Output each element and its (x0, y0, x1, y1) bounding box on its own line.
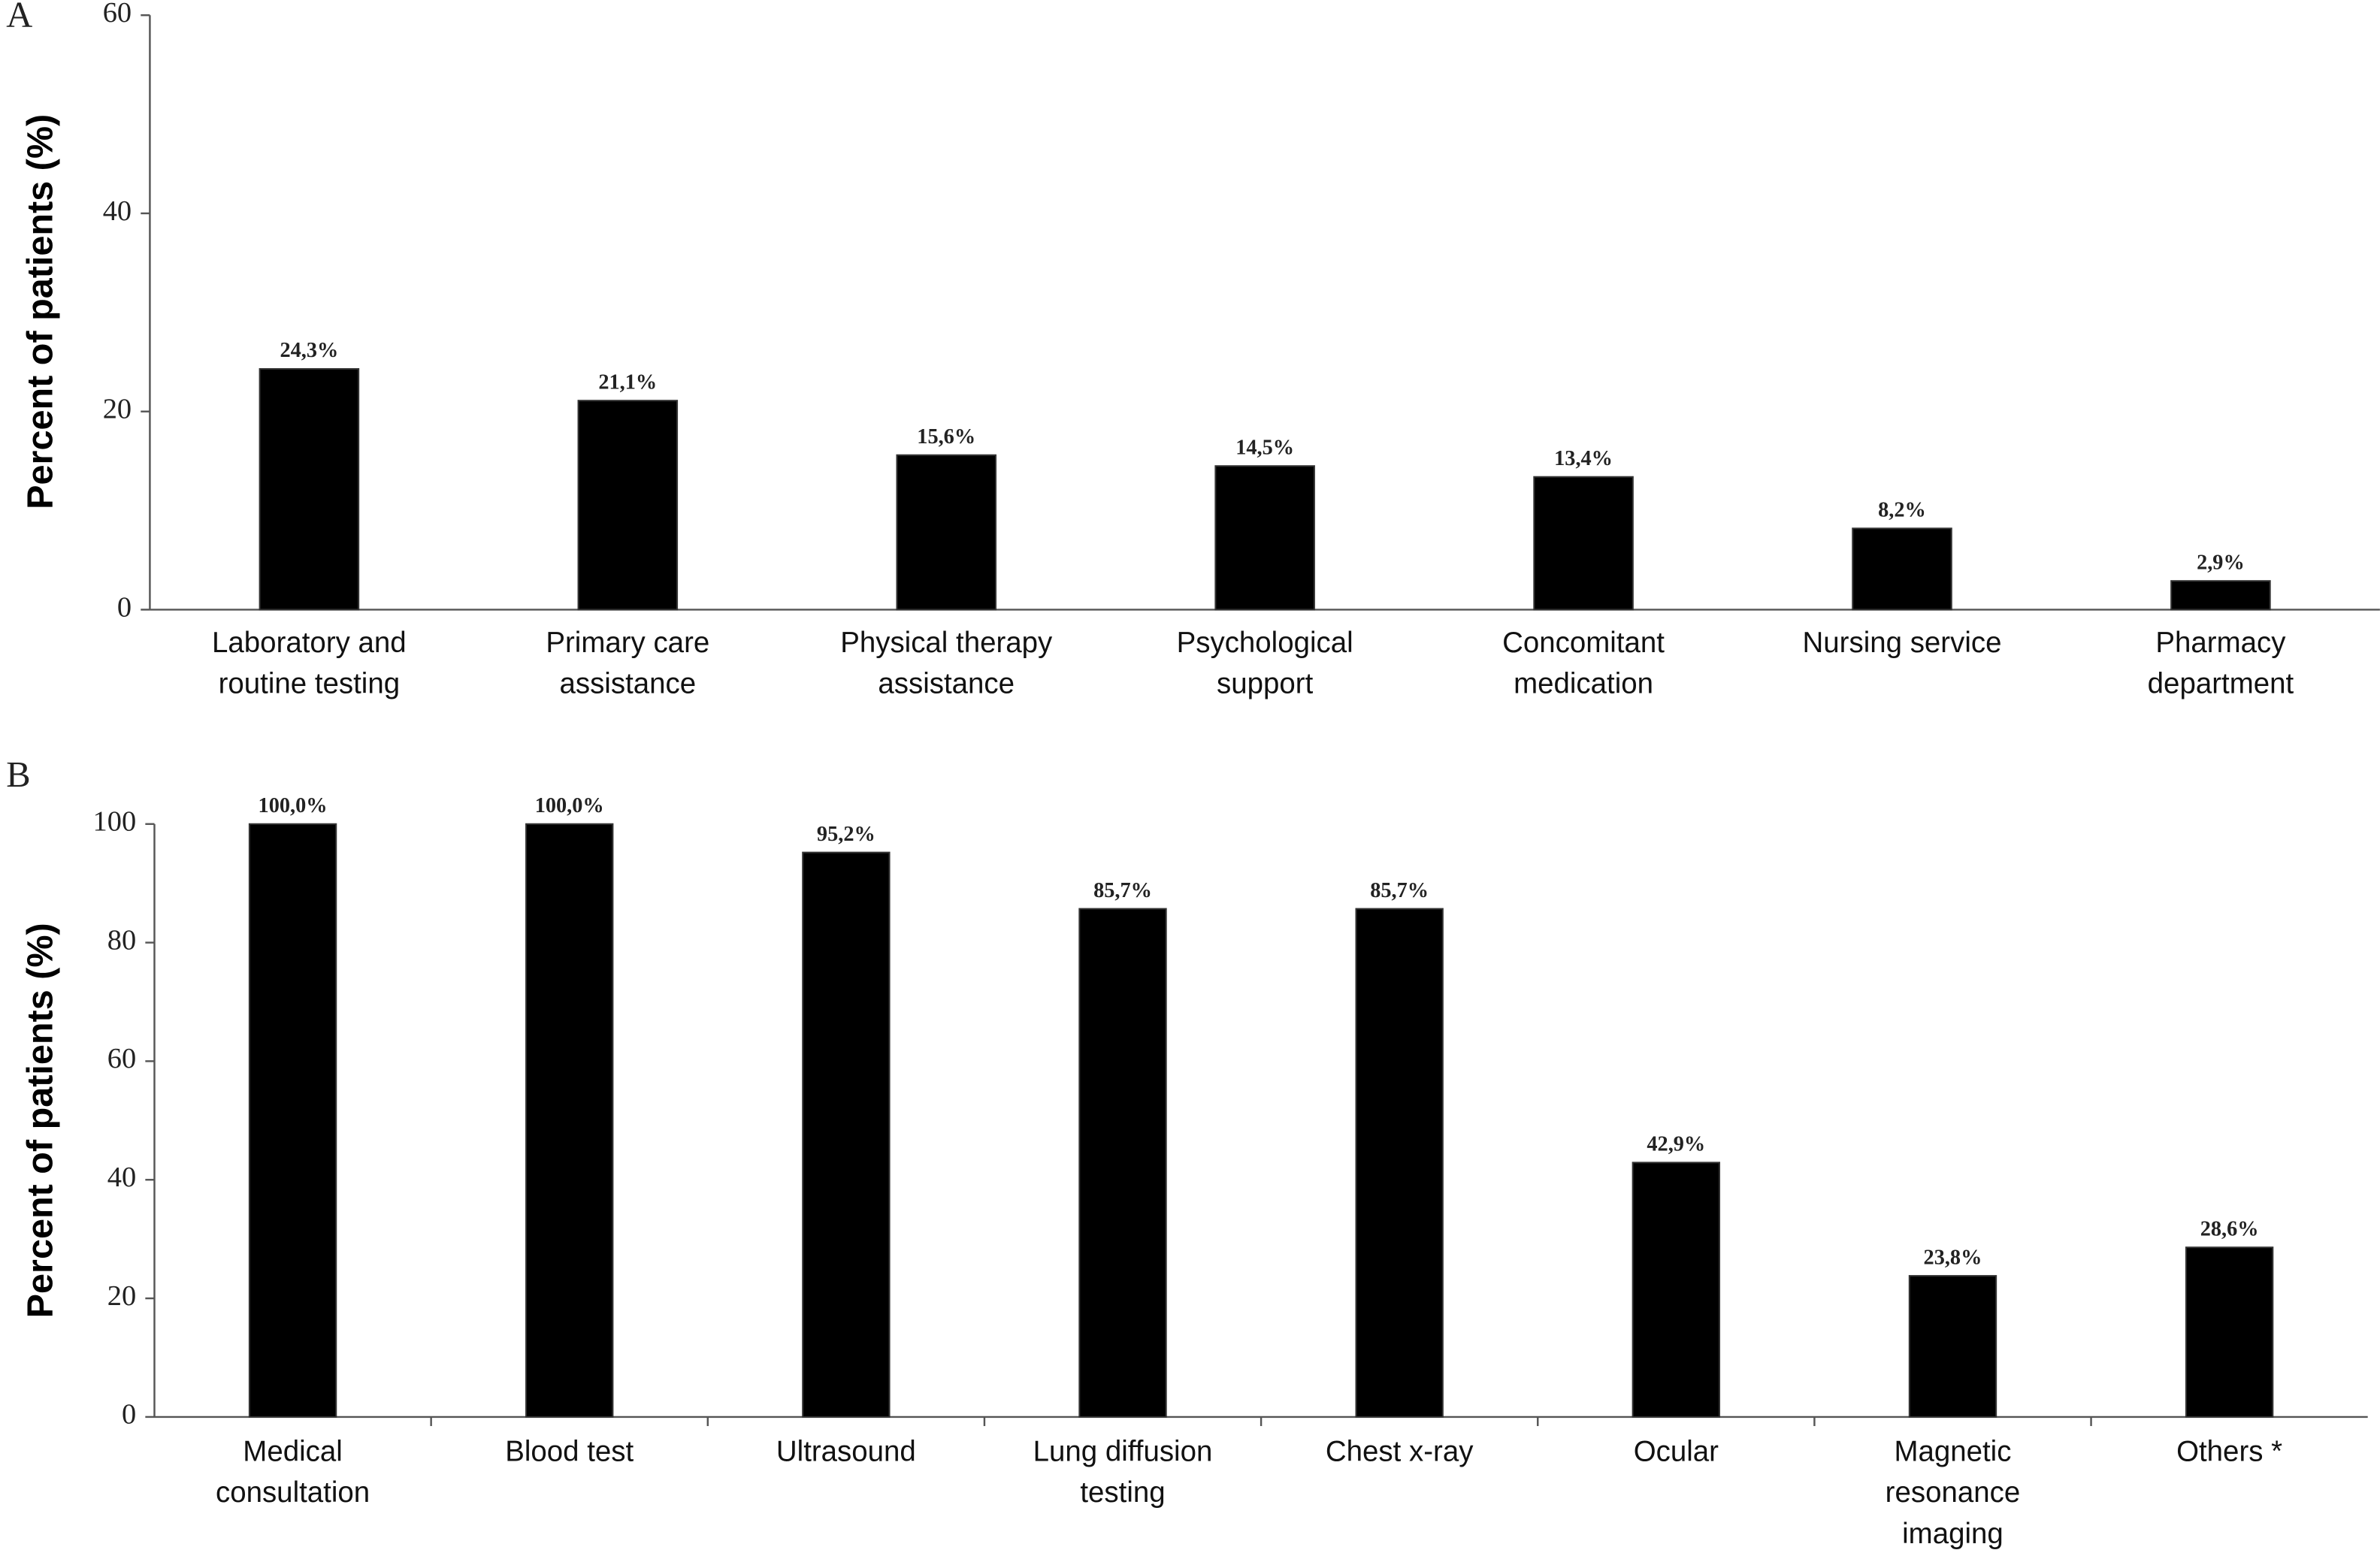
x-tick-label: Psychological support (1176, 627, 1353, 701)
value-label: 15,6% (917, 425, 975, 449)
x-tick-label-box: Lung diffusion testing (1033, 1437, 1213, 1510)
x-tick-label: Concomitant medication (1502, 627, 1665, 701)
x-tick-label-box: Psychological support (1176, 627, 1353, 701)
bar (1214, 465, 1315, 611)
bar (248, 823, 337, 1418)
x-tick-label-box: Primary care assistance (546, 627, 710, 701)
value-label: 100,0% (259, 794, 328, 817)
y-tick-label: 60 (103, 0, 132, 29)
y-tick-label: 20 (103, 394, 132, 425)
value-label: 13,4% (1554, 447, 1613, 470)
x-tick-label: Nursing service (1802, 627, 2002, 660)
y-tick-label: 40 (107, 1162, 136, 1193)
bar (896, 454, 997, 611)
x-tick-label-box: Laboratory and routine testing (212, 627, 407, 701)
value-label: 23,8% (1924, 1246, 1982, 1269)
value-label: 24,3% (280, 339, 338, 362)
y-tick-label: 80 (107, 924, 136, 956)
x-tick-label-box: Ocular (1633, 1437, 1719, 1469)
x-tick-label: Ultrasound (776, 1437, 916, 1469)
bar (525, 823, 614, 1418)
x-tick-label-box: Chest x-ray (1325, 1437, 1474, 1469)
value-label: 95,2% (817, 823, 875, 846)
x-tick-label: Ocular (1633, 1437, 1719, 1469)
x-tick-label-box: Ultrasound (776, 1437, 916, 1469)
y-tick-label: 40 (103, 195, 132, 227)
value-label: 21,1% (598, 370, 657, 394)
bar (577, 400, 679, 611)
y-tick-label: 0 (122, 1399, 136, 1431)
bar (1078, 908, 1167, 1418)
x-tick-label-box: Pharmacy department (2147, 627, 2294, 701)
bar (2170, 580, 2271, 611)
x-tick-label-box: Nursing service (1802, 627, 2002, 660)
x-tick-label: Primary care assistance (546, 627, 710, 701)
x-tick-label-box: Medical consultation (215, 1437, 370, 1510)
y-axis-title: Percent of patients (%) (20, 923, 61, 1318)
value-label: 42,9% (1647, 1133, 1705, 1156)
x-tick-label-box: Concomitant medication (1502, 627, 1665, 701)
x-tick-label: Blood test (505, 1437, 634, 1469)
value-label: 85,7% (1093, 879, 1152, 902)
x-tick-label: Pharmacy department (2147, 627, 2294, 701)
x-tick-label: Lung diffusion testing (1033, 1437, 1213, 1510)
x-tick-label: Laboratory and routine testing (212, 627, 407, 701)
bar (1852, 527, 1952, 611)
x-tick-label-box: Blood test (505, 1437, 634, 1469)
y-tick-label: 100 (93, 806, 137, 838)
y-axis-title: Percent of patients (%) (20, 114, 61, 509)
x-tick-label: Physical therapy assistance (840, 627, 1053, 701)
x-tick-label-box: Magnetic resonance imaging (1885, 1437, 2021, 1551)
bar (1355, 908, 1444, 1418)
panel-label: A (6, 0, 32, 35)
panel-label: B (6, 754, 30, 795)
bar (802, 851, 891, 1418)
x-tick-label: Medical consultation (215, 1437, 370, 1510)
bar (1632, 1162, 1721, 1418)
x-tick-label: Chest x-ray (1325, 1437, 1474, 1469)
bar (2185, 1246, 2274, 1418)
value-label: 8,2% (1878, 499, 1926, 522)
value-label: 100,0% (535, 794, 604, 817)
x-tick-label: Magnetic resonance imaging (1885, 1437, 2021, 1551)
value-label: 14,5% (1235, 436, 1294, 459)
value-label: 2,9% (2197, 551, 2245, 574)
bar (1533, 476, 1634, 611)
x-tick-label-box: Physical therapy assistance (840, 627, 1053, 701)
bar (1908, 1275, 1997, 1418)
x-tick-label-box: Others * (2176, 1437, 2283, 1469)
y-tick-label: 20 (107, 1280, 136, 1312)
y-tick-label: 0 (117, 591, 132, 623)
value-label: 28,6% (2200, 1217, 2259, 1240)
x-tick-label: Others * (2176, 1437, 2283, 1469)
bar (259, 367, 360, 611)
y-tick-label: 60 (107, 1043, 136, 1074)
value-label: 85,7% (1370, 879, 1429, 902)
